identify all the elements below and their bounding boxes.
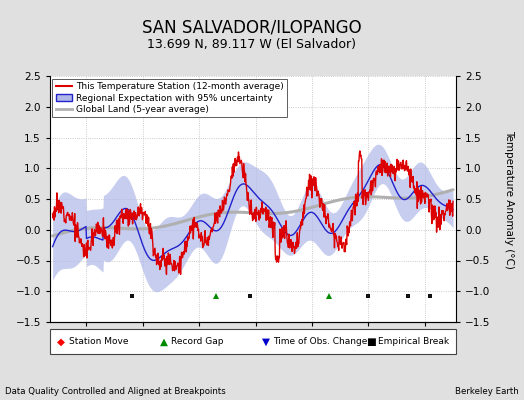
Text: Time of Obs. Change: Time of Obs. Change — [274, 337, 368, 346]
Text: ▲: ▲ — [159, 336, 168, 346]
Text: ◆: ◆ — [57, 336, 66, 346]
Text: ▼: ▼ — [261, 336, 270, 346]
Text: 13.699 N, 89.117 W (El Salvador): 13.699 N, 89.117 W (El Salvador) — [147, 38, 356, 51]
Legend: This Temperature Station (12-month average), Regional Expectation with 95% uncer: This Temperature Station (12-month avera… — [52, 79, 287, 118]
Text: SAN SALVADOR/ILOPANGO: SAN SALVADOR/ILOPANGO — [141, 18, 362, 36]
Y-axis label: Temperature Anomaly (°C): Temperature Anomaly (°C) — [504, 130, 514, 268]
Text: ■: ■ — [366, 336, 375, 346]
Text: Record Gap: Record Gap — [171, 337, 224, 346]
Text: Station Move: Station Move — [69, 337, 129, 346]
Text: Berkeley Earth: Berkeley Earth — [455, 387, 519, 396]
Text: Empirical Break: Empirical Break — [378, 337, 450, 346]
Text: Data Quality Controlled and Aligned at Breakpoints: Data Quality Controlled and Aligned at B… — [5, 387, 226, 396]
